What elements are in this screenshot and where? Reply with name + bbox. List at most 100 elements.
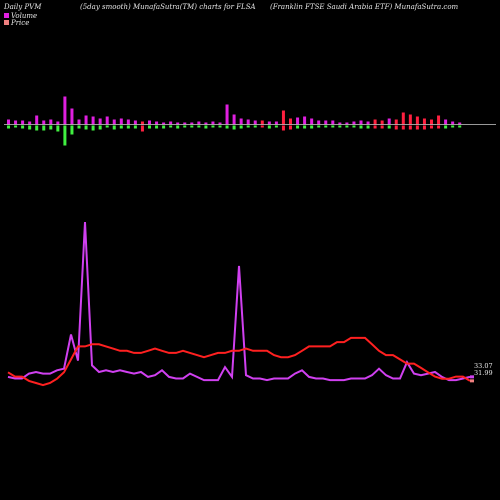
volume-bar-down xyxy=(56,125,60,132)
volume-bar-down xyxy=(310,125,314,129)
volume-bar-down xyxy=(253,125,257,128)
volume-bar-up xyxy=(169,121,173,125)
volume-bar-up xyxy=(162,122,166,125)
volume-bar-down xyxy=(218,125,222,128)
volume-bar-down xyxy=(148,125,151,129)
volume-bar-down xyxy=(140,125,144,132)
volume-bar-up xyxy=(373,119,377,125)
volume-bar-up xyxy=(303,116,307,125)
volume-bar-down xyxy=(119,125,123,129)
volume-bar-down xyxy=(70,125,74,135)
legend-volume-swatch xyxy=(4,13,9,18)
volume-bar-down xyxy=(105,125,109,128)
volume-bar-up xyxy=(77,119,81,125)
price-end-marker xyxy=(470,379,474,383)
legend-price-label: Price xyxy=(10,19,29,27)
volume-bar-down xyxy=(415,125,419,130)
volume-bar-down xyxy=(359,125,363,129)
volume-bar-up xyxy=(112,119,116,125)
volume-bar-up xyxy=(133,120,137,125)
volume-bar-down xyxy=(408,125,412,130)
volume-bar-up xyxy=(56,121,60,125)
volume-bar-down xyxy=(281,125,285,131)
volume-bar-down xyxy=(380,125,384,129)
volume-bar-up xyxy=(253,120,257,125)
volume-bar-up xyxy=(296,117,300,125)
volume-bar-down xyxy=(211,125,215,128)
volume-bar-up xyxy=(281,110,285,125)
volume-bar-down xyxy=(98,125,102,130)
volume-bar-up xyxy=(310,118,314,125)
volume-bar-down xyxy=(430,125,433,129)
volume-bar-down xyxy=(303,125,307,129)
volume-bar-down xyxy=(63,125,67,146)
volume-bar-down xyxy=(21,125,25,129)
volume-bar-up xyxy=(140,121,144,125)
volume-bar-up xyxy=(91,116,95,125)
volume-bar-down xyxy=(345,125,349,128)
volume-bar-down xyxy=(49,125,53,130)
volume-bar-up xyxy=(267,121,271,125)
value-label: 33.07 xyxy=(474,362,493,370)
volume-bar-up xyxy=(105,116,109,125)
legend-price-swatch xyxy=(4,20,9,25)
volume-bar-up xyxy=(401,112,405,125)
volume-bar-down xyxy=(239,125,243,129)
volume-bar-up xyxy=(444,119,448,125)
volume-bar-up xyxy=(366,121,370,125)
volume-bar-up xyxy=(422,118,426,125)
volume-bar-up xyxy=(197,121,201,125)
volume-bar-up xyxy=(338,122,342,125)
volume-bar-down xyxy=(155,125,159,129)
volume-bar-down xyxy=(324,125,328,128)
volume-bar-up xyxy=(211,121,215,125)
volume-bar-down xyxy=(77,125,81,129)
volume-bar-up xyxy=(63,96,67,125)
legend-volume-label: Volume xyxy=(11,12,37,20)
volume-bar-down xyxy=(14,125,18,128)
volume-bar-down xyxy=(387,125,391,129)
volume-bar-down xyxy=(28,125,32,130)
volume-bar-up xyxy=(225,104,229,125)
volume-bar-up xyxy=(42,120,46,125)
volume-bar-down xyxy=(317,125,321,128)
volume-bar-down xyxy=(422,125,426,130)
volume-bar-up xyxy=(324,120,328,125)
volume-bar-down xyxy=(352,125,356,128)
volume-bar-up xyxy=(98,118,102,125)
volume-bar-up xyxy=(408,114,412,125)
volume-bar-down xyxy=(366,125,370,129)
volume-bar-up xyxy=(430,119,433,125)
volume-bar-up xyxy=(84,115,88,125)
volume-bar-up xyxy=(331,120,335,125)
volume-bar-up xyxy=(352,121,356,125)
volume-bar-down xyxy=(197,125,201,128)
header-left: Daily PVM xyxy=(3,3,42,11)
volume-bar-up xyxy=(451,121,455,125)
volume-bar-up xyxy=(70,108,74,125)
volume-bar-up xyxy=(239,118,243,125)
volume-bar-down xyxy=(91,125,95,131)
volume-bar-down xyxy=(133,125,137,129)
volume-bar-up xyxy=(204,122,208,125)
volume-bar-down xyxy=(42,125,46,131)
volume-bar-up xyxy=(274,121,278,125)
volume-bar-down xyxy=(444,125,448,129)
volume-bar-up xyxy=(260,120,264,125)
volume-bar-down xyxy=(7,125,10,129)
volume-bar-down xyxy=(260,125,264,128)
volume-bar-up xyxy=(415,116,419,125)
volume-bar-up xyxy=(218,122,222,125)
volume-bar-down xyxy=(84,125,88,130)
volume-bar-up xyxy=(28,121,32,125)
volume-bar-down xyxy=(162,125,166,129)
volume-bar-up xyxy=(246,119,250,125)
volume-bar-up xyxy=(190,122,194,125)
volume-bar-down xyxy=(246,125,250,128)
volume-bar-down xyxy=(394,125,398,130)
volume-bar-down xyxy=(296,125,300,129)
volume-bar-down xyxy=(112,125,116,130)
